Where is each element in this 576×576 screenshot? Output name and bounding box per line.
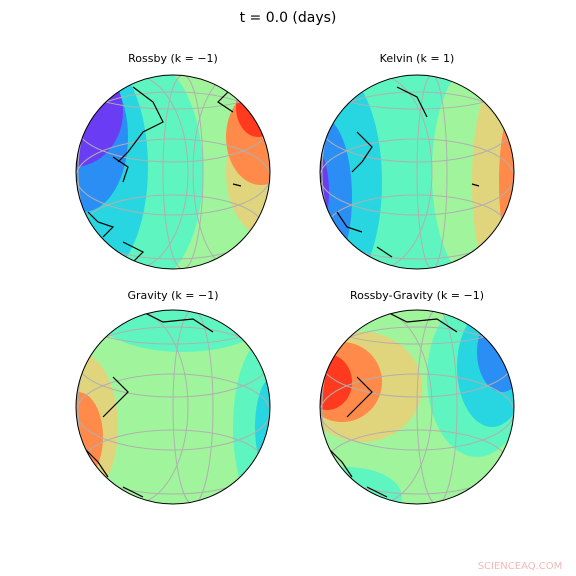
figure-title: t = 0.0 (days) [240,10,337,26]
panel-title: Gravity (k = −1) [127,289,218,302]
panel-title: Rossby-Gravity (k = −1) [350,289,484,302]
globe [319,74,515,270]
watermark: SCIENCEAQ.COM [478,561,563,572]
panel-title: Kelvin (k = 1) [380,52,455,65]
globe [75,309,271,505]
panel-title: Rossby (k = −1) [128,52,218,65]
globe [319,309,515,505]
globe [75,74,271,270]
